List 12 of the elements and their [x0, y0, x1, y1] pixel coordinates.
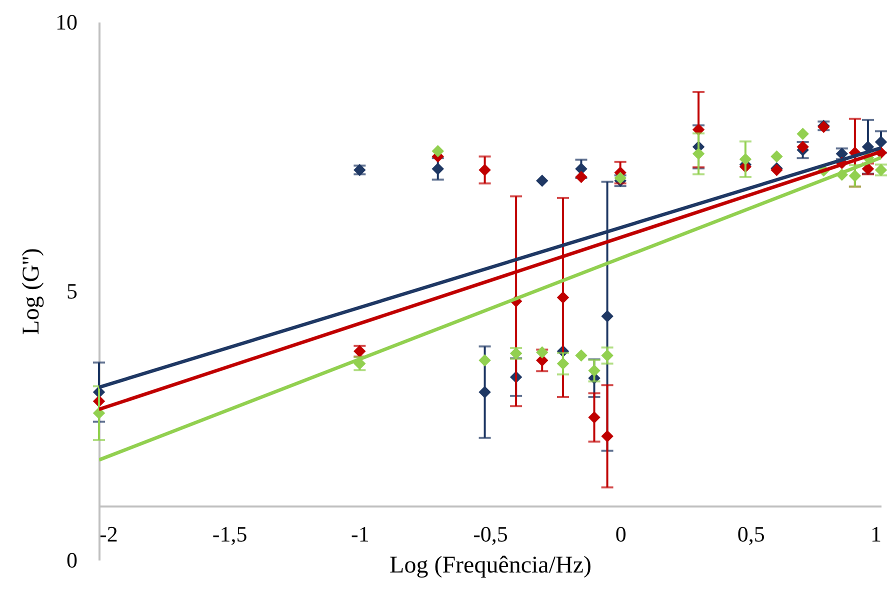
x-tick-label: -0,5	[473, 522, 508, 546]
x-tick-label: 0,5	[737, 522, 765, 546]
y-tick-label: 10	[56, 10, 78, 34]
x-axis-title: Log (Frequência/Hz)	[390, 552, 592, 578]
x-tick-label: 0	[615, 522, 626, 546]
y-tick-label: 5	[66, 278, 78, 304]
y-tick-label: 0	[66, 548, 78, 572]
x-tick-label: -1	[351, 522, 370, 546]
x-tick-label: -2	[100, 522, 118, 546]
x-tick-label: 1	[870, 522, 882, 546]
y-axis-title: Log (G'')	[18, 248, 44, 335]
x-tick-label: -1,5	[212, 522, 248, 546]
